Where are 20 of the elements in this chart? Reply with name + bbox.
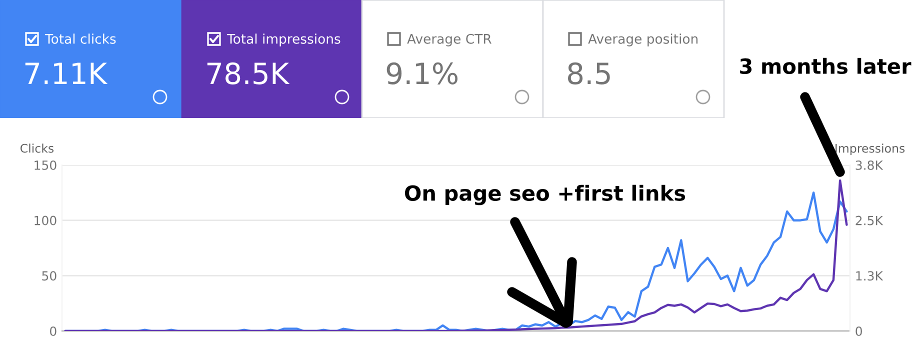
y-axis-title: Clicks [20,144,54,153]
y2-tick-label: 2.5K [856,216,884,226]
y-tick-label: 50 [42,271,56,281]
text: Total impressions [226,34,340,46]
y-tick-label: 150 [34,160,56,170]
y-tick-label: 100 [34,216,56,226]
y2-tick-label: 1.3K [856,271,884,281]
y2-tick-label: 3.8K [856,160,884,170]
y2-tick-label: 0 [856,326,862,336]
text: 3 months later [740,58,912,74]
text: 8.5 [568,62,610,84]
text: 78.5K [207,62,290,84]
y2-axis-title: Impressions [836,144,905,156]
text: Average CTR [407,34,492,46]
y-tick-label: 0 [50,326,56,336]
text: 7.11K [25,62,108,84]
text: 9.1% [386,62,458,84]
text: Total clicks [44,34,116,44]
annotation: On page seo +first links [405,184,686,206]
text: Average position [588,34,698,46]
